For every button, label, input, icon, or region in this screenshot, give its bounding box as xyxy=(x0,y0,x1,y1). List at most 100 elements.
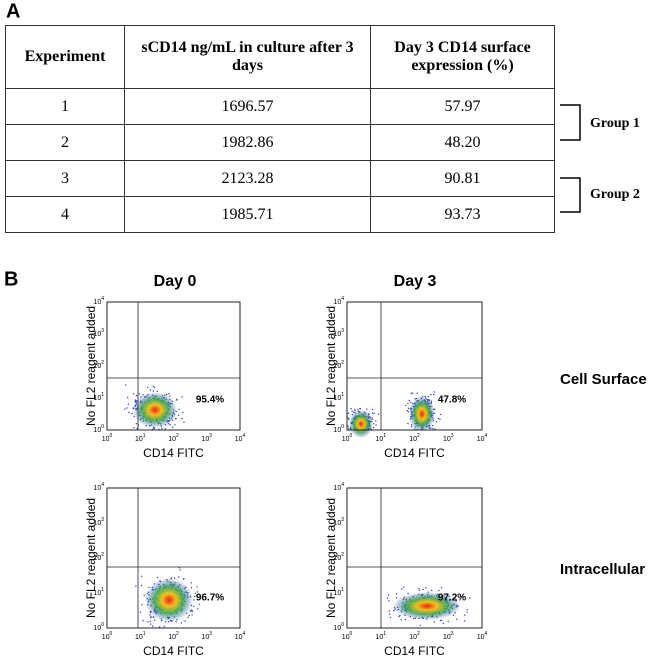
event-dot xyxy=(466,611,468,613)
event-dot xyxy=(191,614,193,616)
event-dot xyxy=(407,402,409,405)
event-dot xyxy=(131,412,133,415)
x-tick-label: 102 xyxy=(409,631,420,641)
table-cell: 93.73 xyxy=(370,196,555,233)
event-dot xyxy=(375,420,377,422)
event-dot xyxy=(464,620,466,622)
event-dot xyxy=(181,417,183,420)
event-dot xyxy=(172,426,174,428)
event-dot xyxy=(152,385,154,387)
table-cell: 90.81 xyxy=(370,160,555,197)
event-dot xyxy=(466,609,469,611)
tick-exponent: 4 xyxy=(341,296,344,302)
x-tick-label: 104 xyxy=(235,433,246,443)
event-dot xyxy=(433,621,435,623)
event-dot xyxy=(175,621,177,623)
tick-base: 10 xyxy=(168,634,176,641)
event-dot xyxy=(153,386,156,389)
event-dot xyxy=(442,622,444,625)
tick-exponent: 1 xyxy=(383,433,386,439)
tick-base: 10 xyxy=(93,395,101,402)
event-dot xyxy=(447,620,449,622)
event-dot xyxy=(196,586,198,588)
tick-base: 10 xyxy=(168,436,176,443)
event-dot xyxy=(456,618,458,620)
event-dot xyxy=(140,575,143,577)
event-dot xyxy=(181,396,183,398)
tick-base: 10 xyxy=(235,436,243,443)
event-dot xyxy=(430,393,432,396)
y-tick-label: 103 xyxy=(93,328,104,338)
header-cell: Day 3 CD14 surface expression (%) xyxy=(370,25,555,89)
event-dot xyxy=(437,417,440,420)
event-dot xyxy=(354,410,356,412)
event-dot xyxy=(178,567,180,569)
x-tick-label: 102 xyxy=(168,433,179,443)
event-dot xyxy=(164,428,166,430)
event-dot xyxy=(150,616,152,618)
percent-label: 96.7% xyxy=(196,593,224,604)
tick-exponent: 0 xyxy=(341,424,344,430)
bracket xyxy=(560,104,581,141)
tick-base: 10 xyxy=(93,590,101,597)
tick-exponent: 2 xyxy=(417,631,420,637)
tick-base: 10 xyxy=(102,634,110,641)
tick-exponent: 3 xyxy=(209,433,212,439)
event-dot xyxy=(433,393,435,396)
x-axis-label: CD14 FITC xyxy=(143,644,204,658)
event-dot xyxy=(147,386,149,389)
x-tick-label: 101 xyxy=(135,433,146,443)
event-dot xyxy=(127,403,130,405)
event-dot xyxy=(134,399,136,401)
flow-plot: 10010010110110210210310310410495.4%CD14 … xyxy=(84,296,245,460)
event-dot xyxy=(180,622,183,624)
event-dot xyxy=(430,427,432,429)
x-tick-label: 103 xyxy=(443,433,454,443)
tick-base: 10 xyxy=(201,634,209,641)
event-dot xyxy=(158,626,161,628)
event-dot xyxy=(126,407,128,409)
tick-base: 10 xyxy=(333,485,341,492)
event-dot xyxy=(440,413,442,416)
tick-base: 10 xyxy=(93,625,101,632)
event-dot xyxy=(182,411,184,414)
event-dot xyxy=(135,585,137,587)
x-axis-label: CD14 FITC xyxy=(143,446,204,460)
table-cell: 1 xyxy=(5,88,125,125)
tick-exponent: 4 xyxy=(101,296,104,302)
data-table: Experiment sCD14 ng/mL in culture after … xyxy=(5,25,555,233)
tick-base: 10 xyxy=(477,634,485,641)
event-dot xyxy=(388,600,390,602)
y-tick-label: 102 xyxy=(93,360,104,370)
event-dot xyxy=(135,423,138,425)
tick-exponent: 1 xyxy=(341,392,344,398)
y-tick-label: 102 xyxy=(333,360,344,370)
y-tick-label: 101 xyxy=(333,392,344,402)
event-dot xyxy=(386,597,389,599)
tick-base: 10 xyxy=(93,485,101,492)
event-dot xyxy=(196,591,199,593)
event-dot xyxy=(432,428,434,430)
event-dot xyxy=(408,407,410,410)
x-tick-label: 103 xyxy=(201,433,212,443)
y-tick-label: 100 xyxy=(93,622,104,632)
tick-exponent: 3 xyxy=(451,631,454,637)
header-row: Experiment sCD14 ng/mL in culture after … xyxy=(5,25,555,89)
percent-label: 97.2% xyxy=(438,593,466,604)
tick-base: 10 xyxy=(235,634,243,641)
event-dot xyxy=(142,620,144,622)
y-tick-label: 102 xyxy=(93,552,104,562)
event-dot xyxy=(407,592,409,595)
y-tick-label: 104 xyxy=(93,296,104,306)
event-dot xyxy=(156,576,159,579)
tick-base: 10 xyxy=(333,427,341,434)
event-dot xyxy=(411,392,414,395)
tick-exponent: 3 xyxy=(209,631,212,637)
event-dot xyxy=(469,597,471,599)
event-dot xyxy=(351,410,353,412)
header-cell: sCD14 ng/mL in culture after 3 days xyxy=(124,25,371,89)
event-dot xyxy=(151,625,154,627)
tick-base: 10 xyxy=(93,520,101,527)
tick-exponent: 1 xyxy=(383,631,386,637)
x-tick-label: 100 xyxy=(102,631,113,641)
